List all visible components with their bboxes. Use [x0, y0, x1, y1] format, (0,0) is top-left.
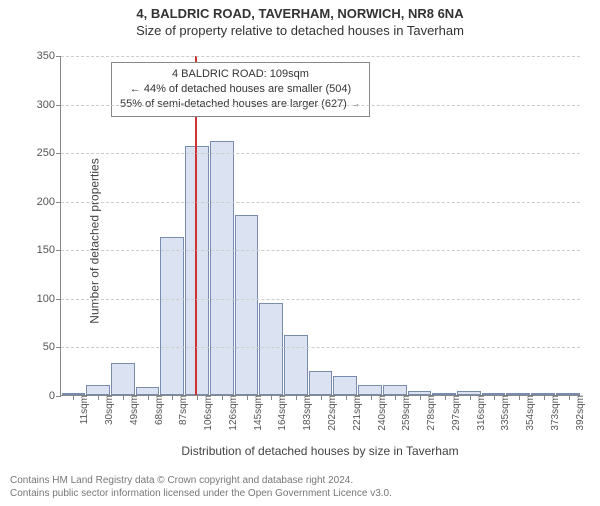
y-tick-label: 350: [37, 50, 61, 62]
x-tick-label: 202sqm: [323, 395, 338, 431]
annotation-line-1: 4 BALDRIC ROAD: 109sqm: [120, 67, 361, 82]
plot-area: 4 BALDRIC ROAD: 109sqm ← 44% of detached…: [60, 56, 580, 396]
x-tick-label: 145sqm: [249, 395, 264, 431]
x-tick-label: 297sqm: [447, 395, 462, 431]
footer-line-2: Contains public sector information licen…: [10, 488, 392, 501]
y-tick-label: 200: [37, 196, 61, 208]
gridline: [61, 250, 580, 251]
gridline: [61, 153, 580, 154]
x-tick-label: 49sqm: [125, 395, 140, 425]
histogram-bar: [160, 237, 184, 395]
x-tick-mark: [470, 395, 471, 400]
x-tick-label: 106sqm: [199, 395, 214, 431]
annotation-line-2: ← 44% of detached houses are smaller (50…: [120, 82, 361, 97]
x-tick-mark: [123, 395, 124, 400]
footer-attribution: Contains HM Land Registry data © Crown c…: [10, 475, 392, 500]
x-tick-label: 335sqm: [496, 395, 511, 431]
x-tick-label: 316sqm: [472, 395, 487, 431]
x-tick-mark: [346, 395, 347, 400]
y-tick-label: 250: [37, 147, 61, 159]
histogram-bar: [136, 387, 160, 395]
annotation-box: 4 BALDRIC ROAD: 109sqm ← 44% of detached…: [111, 62, 370, 117]
y-tick-label: 50: [43, 341, 61, 353]
histogram-bar: [383, 385, 407, 395]
y-tick-label: 300: [37, 99, 61, 111]
x-tick-label: 373sqm: [546, 395, 561, 431]
title-block: 4, BALDRIC ROAD, TAVERHAM, NORWICH, NR8 …: [0, 6, 600, 38]
x-tick-mark: [148, 395, 149, 400]
gridline: [61, 347, 580, 348]
page-title: 4, BALDRIC ROAD, TAVERHAM, NORWICH, NR8 …: [0, 6, 600, 21]
x-tick-label: 30sqm: [100, 395, 115, 425]
x-tick-mark: [321, 395, 322, 400]
x-tick-mark: [371, 395, 372, 400]
histogram-bar: [185, 146, 209, 395]
histogram-bar: [358, 385, 382, 395]
histogram-bar: [333, 376, 357, 395]
x-tick-mark: [569, 395, 570, 400]
x-tick-label: 221sqm: [348, 395, 363, 431]
x-tick-mark: [222, 395, 223, 400]
histogram-bar: [309, 371, 333, 395]
y-tick-label: 100: [37, 293, 61, 305]
x-tick-label: 126sqm: [224, 395, 239, 431]
histogram-chart: Number of detached properties 4 BALDRIC …: [60, 56, 580, 426]
x-tick-label: 164sqm: [273, 395, 288, 431]
histogram-bar: [111, 363, 135, 395]
histogram-bar: [210, 141, 234, 396]
x-tick-mark: [98, 395, 99, 400]
footer-line-1: Contains HM Land Registry data © Crown c…: [10, 475, 392, 488]
x-tick-label: 183sqm: [298, 395, 313, 431]
gridline: [61, 105, 580, 106]
x-tick-label: 259sqm: [397, 395, 412, 431]
x-tick-label: 354sqm: [521, 395, 536, 431]
page-subtitle: Size of property relative to detached ho…: [0, 23, 600, 38]
histogram-bar: [86, 385, 110, 395]
gridline: [61, 202, 580, 203]
histogram-bar: [235, 215, 259, 395]
y-tick-label: 0: [49, 390, 61, 402]
x-tick-label: 87sqm: [174, 395, 189, 425]
x-tick-mark: [544, 395, 545, 400]
x-tick-label: 278sqm: [422, 395, 437, 431]
x-tick-label: 240sqm: [373, 395, 388, 431]
gridline: [61, 56, 580, 57]
x-tick-label: 392sqm: [571, 395, 586, 431]
x-axis-label: Distribution of detached houses by size …: [60, 444, 580, 458]
x-tick-mark: [247, 395, 248, 400]
histogram-bar: [284, 335, 308, 395]
histogram-bar: [259, 303, 283, 395]
gridline: [61, 299, 580, 300]
x-tick-mark: [519, 395, 520, 400]
x-tick-mark: [420, 395, 421, 400]
y-tick-label: 150: [37, 244, 61, 256]
x-tick-mark: [445, 395, 446, 400]
x-tick-label: 68sqm: [150, 395, 165, 425]
x-tick-label: 11sqm: [75, 395, 90, 424]
